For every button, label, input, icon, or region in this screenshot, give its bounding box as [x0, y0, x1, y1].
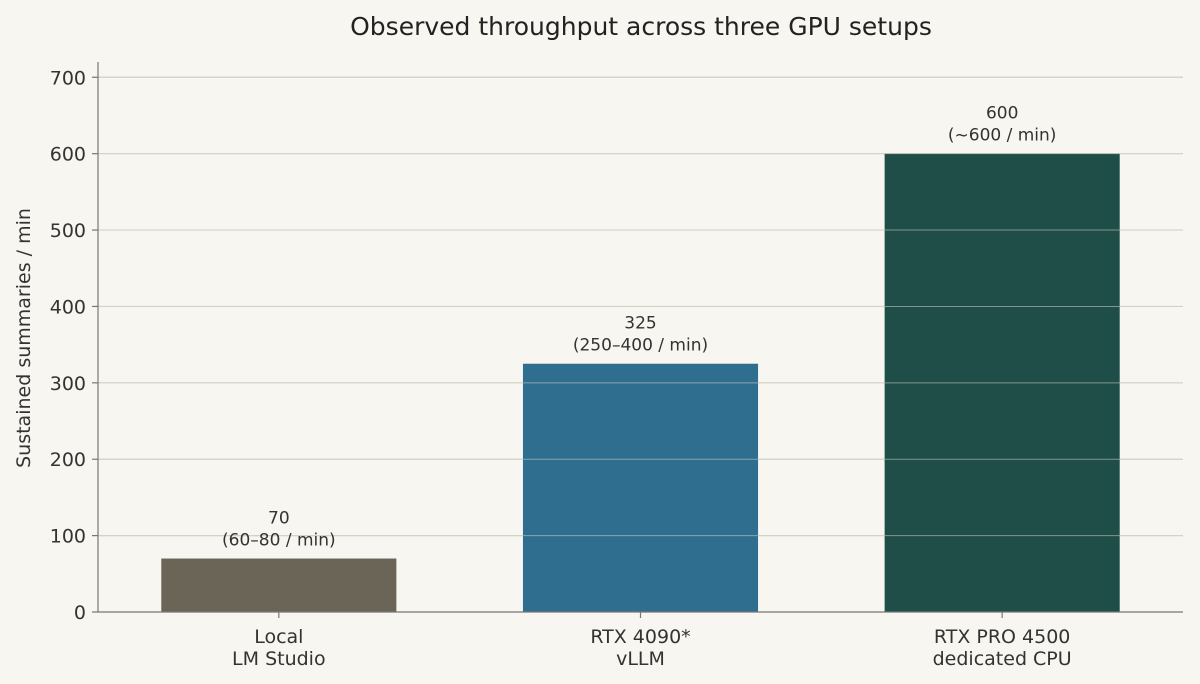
data-label-range: (~600 / min) — [948, 126, 1057, 146]
y-tick-label: 200 — [50, 449, 86, 471]
data-label-value: 325 — [624, 314, 656, 334]
data-label-value: 70 — [268, 509, 290, 529]
y-tick-label: 500 — [50, 220, 86, 242]
data-label-value: 600 — [986, 104, 1018, 124]
chart-title: Observed throughput across three GPU set… — [350, 12, 932, 41]
data-label-range: (60–80 / min) — [222, 531, 336, 551]
y-tick-label: 600 — [50, 144, 86, 166]
axes — [92, 62, 1183, 618]
grid-lines-overlay — [98, 76, 1183, 537]
x-tick-label: RTX PRO 4500 — [934, 626, 1071, 648]
x-tick-label: Local — [254, 626, 303, 648]
y-tick-label: 100 — [50, 526, 86, 548]
x-tick-label: LM Studio — [232, 648, 326, 670]
y-tick-label: 700 — [50, 67, 86, 89]
x-tick-label: RTX 4090* — [590, 626, 690, 648]
y-axis-label: Sustained summaries / min — [13, 208, 35, 468]
data-label-range: (250–400 / min) — [573, 336, 708, 356]
bar — [522, 363, 759, 612]
x-tick-label: vLLM — [616, 648, 665, 670]
y-tick-label: 0 — [74, 602, 86, 624]
y-tick-label: 400 — [50, 296, 86, 318]
x-tick-label: dedicated CPU — [933, 648, 1072, 670]
bar — [161, 558, 397, 612]
y-tick-label: 300 — [50, 373, 86, 395]
